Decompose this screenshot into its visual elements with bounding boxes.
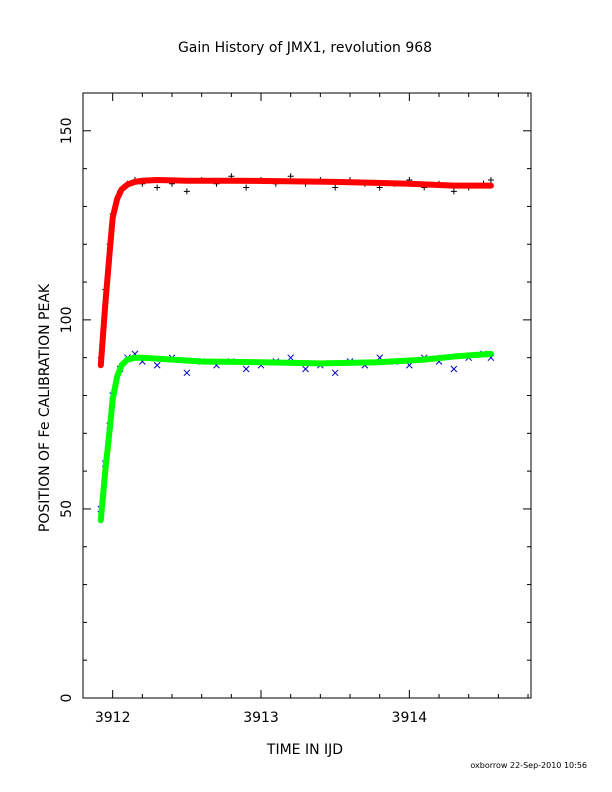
x-axis-ticks: 3912 3913 3914	[82, 93, 529, 726]
data-point	[183, 188, 190, 195]
series-layer	[97, 173, 495, 524]
x-tick-label: 3914	[392, 710, 428, 726]
data-point	[450, 188, 457, 195]
data-point	[331, 369, 339, 377]
data-point	[242, 365, 250, 373]
data-point	[154, 184, 161, 191]
series-line	[97, 350, 494, 524]
data-point	[287, 173, 294, 180]
series-3	[97, 350, 494, 524]
data-point	[183, 369, 191, 377]
data-point	[243, 184, 250, 191]
data-point	[450, 365, 458, 373]
y-tick-label: 150	[59, 117, 75, 144]
series-line	[97, 176, 494, 369]
data-point	[287, 354, 295, 362]
data-point	[153, 361, 161, 369]
y-axis-label: POSITION OF Fe CALIBRATION PEAK	[37, 283, 53, 532]
series-1	[97, 350, 495, 513]
series-2	[97, 176, 494, 369]
y-tick-label: 0	[59, 694, 75, 703]
footer-stamp: oxborrow 22-Sep-2010 10:56	[470, 761, 587, 770]
series-0	[97, 173, 494, 361]
chart-title: Gain History of JMX1, revolution 968	[178, 40, 432, 56]
data-point	[332, 184, 339, 191]
y-axis-ticks: 0 50 100 150	[59, 117, 531, 702]
y-tick-label: 100	[59, 307, 75, 334]
data-point	[487, 176, 494, 183]
x-tick-label: 3913	[243, 710, 279, 726]
y-tick-label: 50	[59, 500, 75, 518]
data-point	[302, 365, 309, 373]
x-tick-label: 3912	[95, 710, 131, 726]
x-axis-label: TIME IN IJD	[266, 742, 343, 758]
